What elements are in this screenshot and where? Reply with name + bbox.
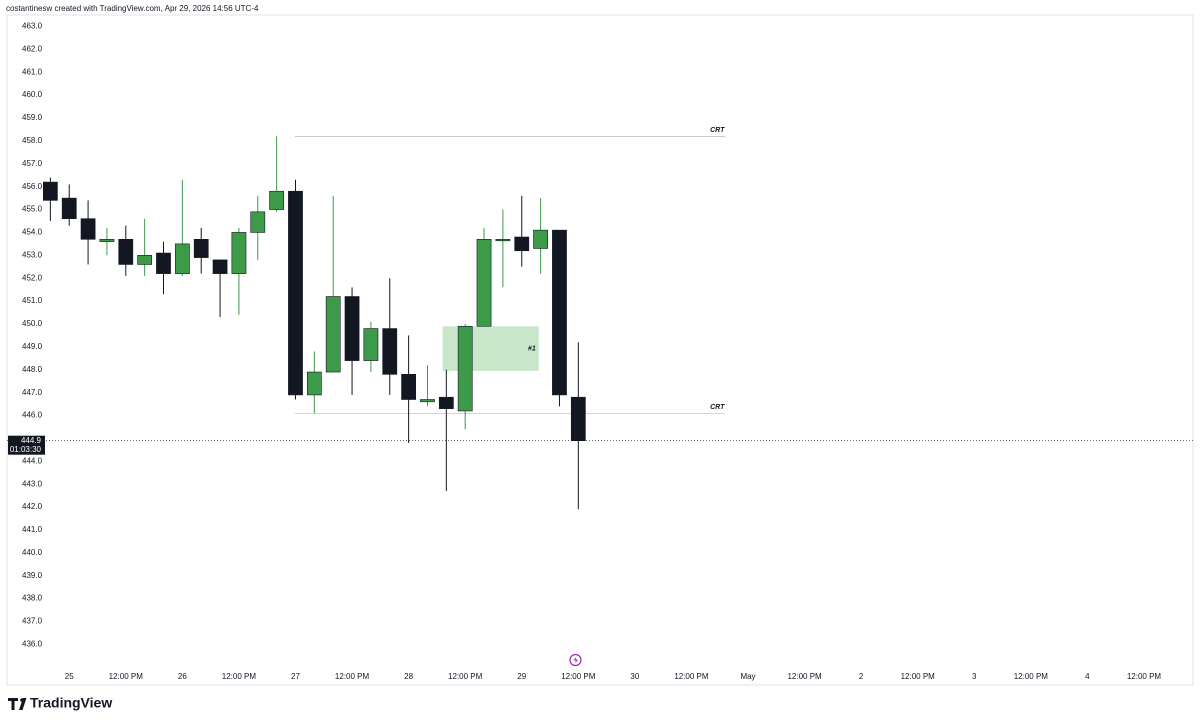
x-tick-label: 12:00 PM <box>335 672 370 681</box>
candle-body <box>344 296 360 361</box>
last-price-label: 444.9 <box>21 436 42 445</box>
chart-subtitle: costantinesw created with TradingView.co… <box>6 4 259 13</box>
y-tick-label: 463.0 <box>22 22 43 31</box>
candle-body <box>438 396 454 409</box>
brand-logo <box>8 698 27 710</box>
x-tick-label: 25 <box>65 672 74 681</box>
y-tick-label: 439.0 <box>22 571 43 580</box>
candle-body <box>325 296 341 373</box>
candle-body <box>288 190 303 396</box>
y-tick-label: 451.0 <box>22 296 43 305</box>
y-tick-label: 438.0 <box>22 594 43 603</box>
y-tick-label: 448.0 <box>22 365 43 374</box>
x-tick-label: 30 <box>630 672 639 681</box>
candle-body <box>476 238 492 327</box>
candle-body <box>495 238 511 242</box>
countdown-label: 01:03:30 <box>10 445 42 454</box>
x-tick-label: 12:00 PM <box>561 672 596 681</box>
candle-body <box>250 211 266 233</box>
y-tick-label: 462.0 <box>22 44 43 53</box>
candle-body <box>156 252 171 274</box>
candle-body <box>174 243 190 274</box>
x-tick-label: 12:00 PM <box>222 672 257 681</box>
candle-body <box>61 197 77 219</box>
candle-body <box>99 238 115 242</box>
y-tick-label: 447.0 <box>22 388 43 397</box>
y-tick-label: 456.0 <box>22 182 43 191</box>
y-tick-label: 455.0 <box>22 205 43 214</box>
y-tick-label: 458.0 <box>22 136 43 145</box>
candle-body <box>420 399 435 403</box>
chart-frame <box>6 14 1194 686</box>
x-tick-label: 3 <box>972 672 977 681</box>
y-tick-label: 457.0 <box>22 159 43 168</box>
level-label: CRT <box>710 127 725 134</box>
x-tick-label: 12:00 PM <box>901 672 936 681</box>
candle-body <box>306 371 322 396</box>
x-tick-label: 29 <box>517 672 526 681</box>
y-tick-label: 442.0 <box>22 502 43 511</box>
y-tick-label: 453.0 <box>22 250 43 259</box>
y-tick-label: 452.0 <box>22 273 43 282</box>
candle-body <box>363 328 379 361</box>
y-tick-label: 441.0 <box>22 525 43 534</box>
zone-label: #1 <box>528 345 536 352</box>
candle-body <box>137 255 153 265</box>
y-tick-label: 444.0 <box>22 456 43 465</box>
x-tick-label: 12:00 PM <box>674 672 709 681</box>
candle-body <box>552 229 567 396</box>
x-tick-label: 2 <box>859 672 864 681</box>
y-tick-label: 459.0 <box>22 113 43 122</box>
candle-body <box>193 238 209 258</box>
candle-body <box>514 236 530 252</box>
candle-body <box>382 328 398 375</box>
x-tick-label: 28 <box>404 672 413 681</box>
y-tick-label: 460.0 <box>22 90 43 99</box>
x-tick-label: 27 <box>291 672 300 681</box>
y-tick-label: 450.0 <box>22 319 43 328</box>
candle-body <box>80 218 96 240</box>
y-tick-label: 437.0 <box>22 617 43 626</box>
candle-body <box>42 181 58 201</box>
candle-body <box>212 259 228 274</box>
candle-body <box>118 238 134 265</box>
candle-body <box>533 229 548 249</box>
y-tick-label: 461.0 <box>22 67 43 76</box>
y-tick-label: 440.0 <box>22 548 43 557</box>
x-tick-label: 4 <box>1085 672 1090 681</box>
candle-body <box>231 232 247 274</box>
brand-name: TradingView <box>30 695 112 711</box>
candle-body <box>457 325 473 412</box>
y-tick-label: 449.0 <box>22 342 43 351</box>
x-tick-label: 12:00 PM <box>448 672 483 681</box>
y-tick-label: 446.0 <box>22 411 43 420</box>
y-tick-label: 443.0 <box>22 479 43 488</box>
candle-body <box>269 190 285 210</box>
x-tick-label: 12:00 PM <box>1127 672 1162 681</box>
candle-body <box>401 374 416 400</box>
x-tick-label: May <box>740 672 755 681</box>
candle-body <box>570 396 586 442</box>
x-tick-label: 12:00 PM <box>1014 672 1049 681</box>
last-price-box <box>8 435 45 455</box>
x-tick-label: 12:00 PM <box>787 672 822 681</box>
y-tick-label: 454.0 <box>22 228 43 237</box>
replay-icon <box>569 653 582 667</box>
x-tick-label: 12:00 PM <box>109 672 144 681</box>
y-tick-label: 436.0 <box>22 640 43 649</box>
zone <box>442 326 539 371</box>
level-label: CRT <box>710 404 725 411</box>
x-tick-label: 26 <box>178 672 187 681</box>
